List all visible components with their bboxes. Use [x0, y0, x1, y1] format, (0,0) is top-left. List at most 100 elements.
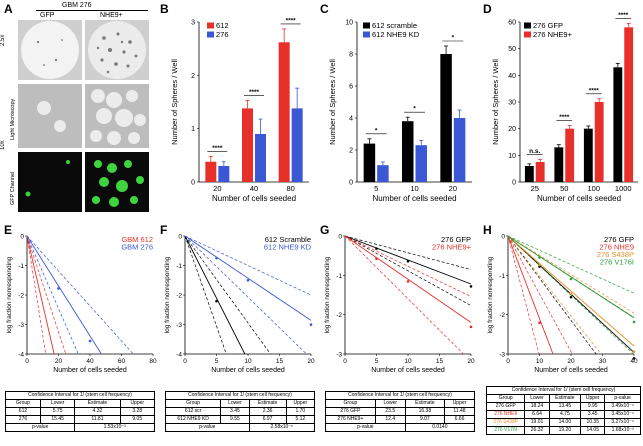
legend-label: 276 V176I [600, 258, 634, 267]
ci-line [184, 235, 312, 296]
table-row: 276 S438P 19.01 14.00 10.35 3.27x10⁻⁴ [485, 418, 641, 427]
table-title: Confidence Interval for 1/ (stem cell fr… [325, 391, 475, 400]
ci-line [26, 235, 79, 355]
table-cell: 276 [5, 415, 41, 424]
table-header-cell: Estimate [548, 394, 582, 403]
x-tick-label: 10 [244, 358, 252, 365]
table-cell: 612 scr [164, 407, 222, 416]
x-tick-label: 60 [118, 358, 126, 365]
x-tick-label: 30 [599, 358, 607, 365]
data-point [632, 356, 636, 360]
table-cell: 9.55 [220, 415, 250, 424]
table-header-cell: p-value [604, 394, 641, 403]
legend-label: 612 NHE9 KD [264, 243, 312, 252]
legend-swatch [207, 22, 214, 29]
y-axis-label: log fraction nonresponding [6, 256, 13, 333]
y-axis-label: Number of Spheres / Well [491, 59, 500, 145]
x-tick-label: 20 [567, 358, 575, 365]
table-cell: 3.45 [220, 407, 250, 416]
legend-swatch [363, 31, 370, 38]
y-tick-label: 3 [191, 20, 195, 27]
panel-a-title-rule [36, 10, 148, 11]
legend-swatch [524, 22, 531, 29]
ci-line [344, 235, 472, 306]
table-header-cell: Group [325, 399, 376, 408]
y-tick-label: 60 [508, 20, 516, 27]
fit-line [26, 235, 102, 355]
row-label-light: Light Microscopy [10, 98, 16, 140]
panel-letter-h: H [483, 223, 492, 237]
bar [535, 162, 545, 182]
table-header-cell: Group [5, 399, 41, 408]
y-tick-label: -3 [499, 352, 505, 359]
bar [402, 121, 414, 182]
table-row: 276 V176I 26.32 19.20 14.05 1.68x10⁻³ [485, 426, 641, 435]
fit-line [507, 235, 635, 319]
fit-line [344, 235, 472, 323]
table-cell: 18.24 [524, 402, 550, 411]
table-header-cell: Upper [285, 399, 316, 408]
table-header-cell: Upper [580, 394, 606, 403]
table-cell: 4.32 [74, 407, 121, 416]
bar [242, 108, 253, 182]
panel-letter-f: F [160, 223, 168, 237]
legend-swatch [524, 31, 531, 38]
bar [453, 118, 466, 182]
legend-label: 276 NHE9+ [533, 30, 573, 39]
table-cell: 3.49x10⁻⁴ [604, 402, 641, 411]
panel-a-col-nhe9: NHE9+ [100, 12, 123, 19]
bar [565, 128, 575, 182]
row-label-25x: 2.5x [0, 34, 6, 46]
table-cell: 9.05 [119, 415, 155, 424]
x-tick-label: 100 [587, 184, 600, 193]
bar [291, 108, 303, 182]
x-tick-label: 20 [307, 358, 315, 365]
x-axis-label: Number of cells seeded [53, 367, 127, 374]
bar [440, 54, 452, 182]
ci-line [507, 235, 634, 355]
x-tick-label: 25 [531, 184, 539, 193]
y-axis-label: Number of Spheres / Well [170, 59, 179, 145]
y-tick-label: -3 [176, 322, 182, 329]
ci-line [507, 235, 597, 355]
y-tick-label: -2 [176, 293, 182, 300]
y-tick-label: -2 [18, 293, 24, 300]
y-tick-label: 10 [508, 153, 516, 160]
x-tick-label: 15 [276, 358, 284, 365]
y-tick-label: -4 [176, 352, 182, 359]
table-header-cell: Lower [220, 399, 250, 408]
significance-label: n.s. [529, 148, 540, 155]
bar [554, 147, 564, 182]
y-tick-label: 30 [508, 100, 516, 107]
table-cell: 5.12 [285, 415, 316, 424]
fit-line [184, 235, 312, 321]
table-cell: 11.48 [444, 407, 475, 416]
y-tick-label: -1 [336, 273, 342, 280]
y-tick-label: 10 [345, 20, 353, 27]
legend-label: 276 GFP [604, 235, 634, 244]
bar [524, 166, 534, 182]
ci-line [184, 235, 307, 355]
table-g: Confidence Interval for 1/ (stem cell fr… [325, 391, 476, 432]
significance-label: **** [589, 87, 600, 94]
table-cell: 9.07 [404, 415, 446, 424]
table-cell: 13.45 [548, 402, 582, 411]
y-axis-label: log fraction nonresponding [487, 256, 494, 333]
table-cell: 15.45 [39, 415, 76, 424]
y-tick-label: 0 [501, 234, 505, 241]
data-point [375, 257, 378, 261]
table-cell: 276 NHE9+ [325, 415, 376, 424]
x-tick-label: 40 [250, 184, 258, 193]
legend-label: 276 GFP [533, 21, 563, 30]
bar [255, 134, 266, 182]
row-label-10x: 10x [0, 140, 6, 150]
table-cell: 23.5 [374, 407, 406, 416]
panel-a-title: GBM 276 [62, 2, 92, 9]
data-point [406, 280, 410, 283]
x-tick-label: 0 [506, 358, 510, 365]
x-axis-label: Number of cells seeded [534, 367, 608, 374]
table-row: 612 5.75 4.32 3.28 [5, 407, 155, 416]
panel-letter-e: E [4, 223, 13, 237]
panel-letter-g: G [320, 223, 330, 237]
data-point [632, 350, 636, 353]
